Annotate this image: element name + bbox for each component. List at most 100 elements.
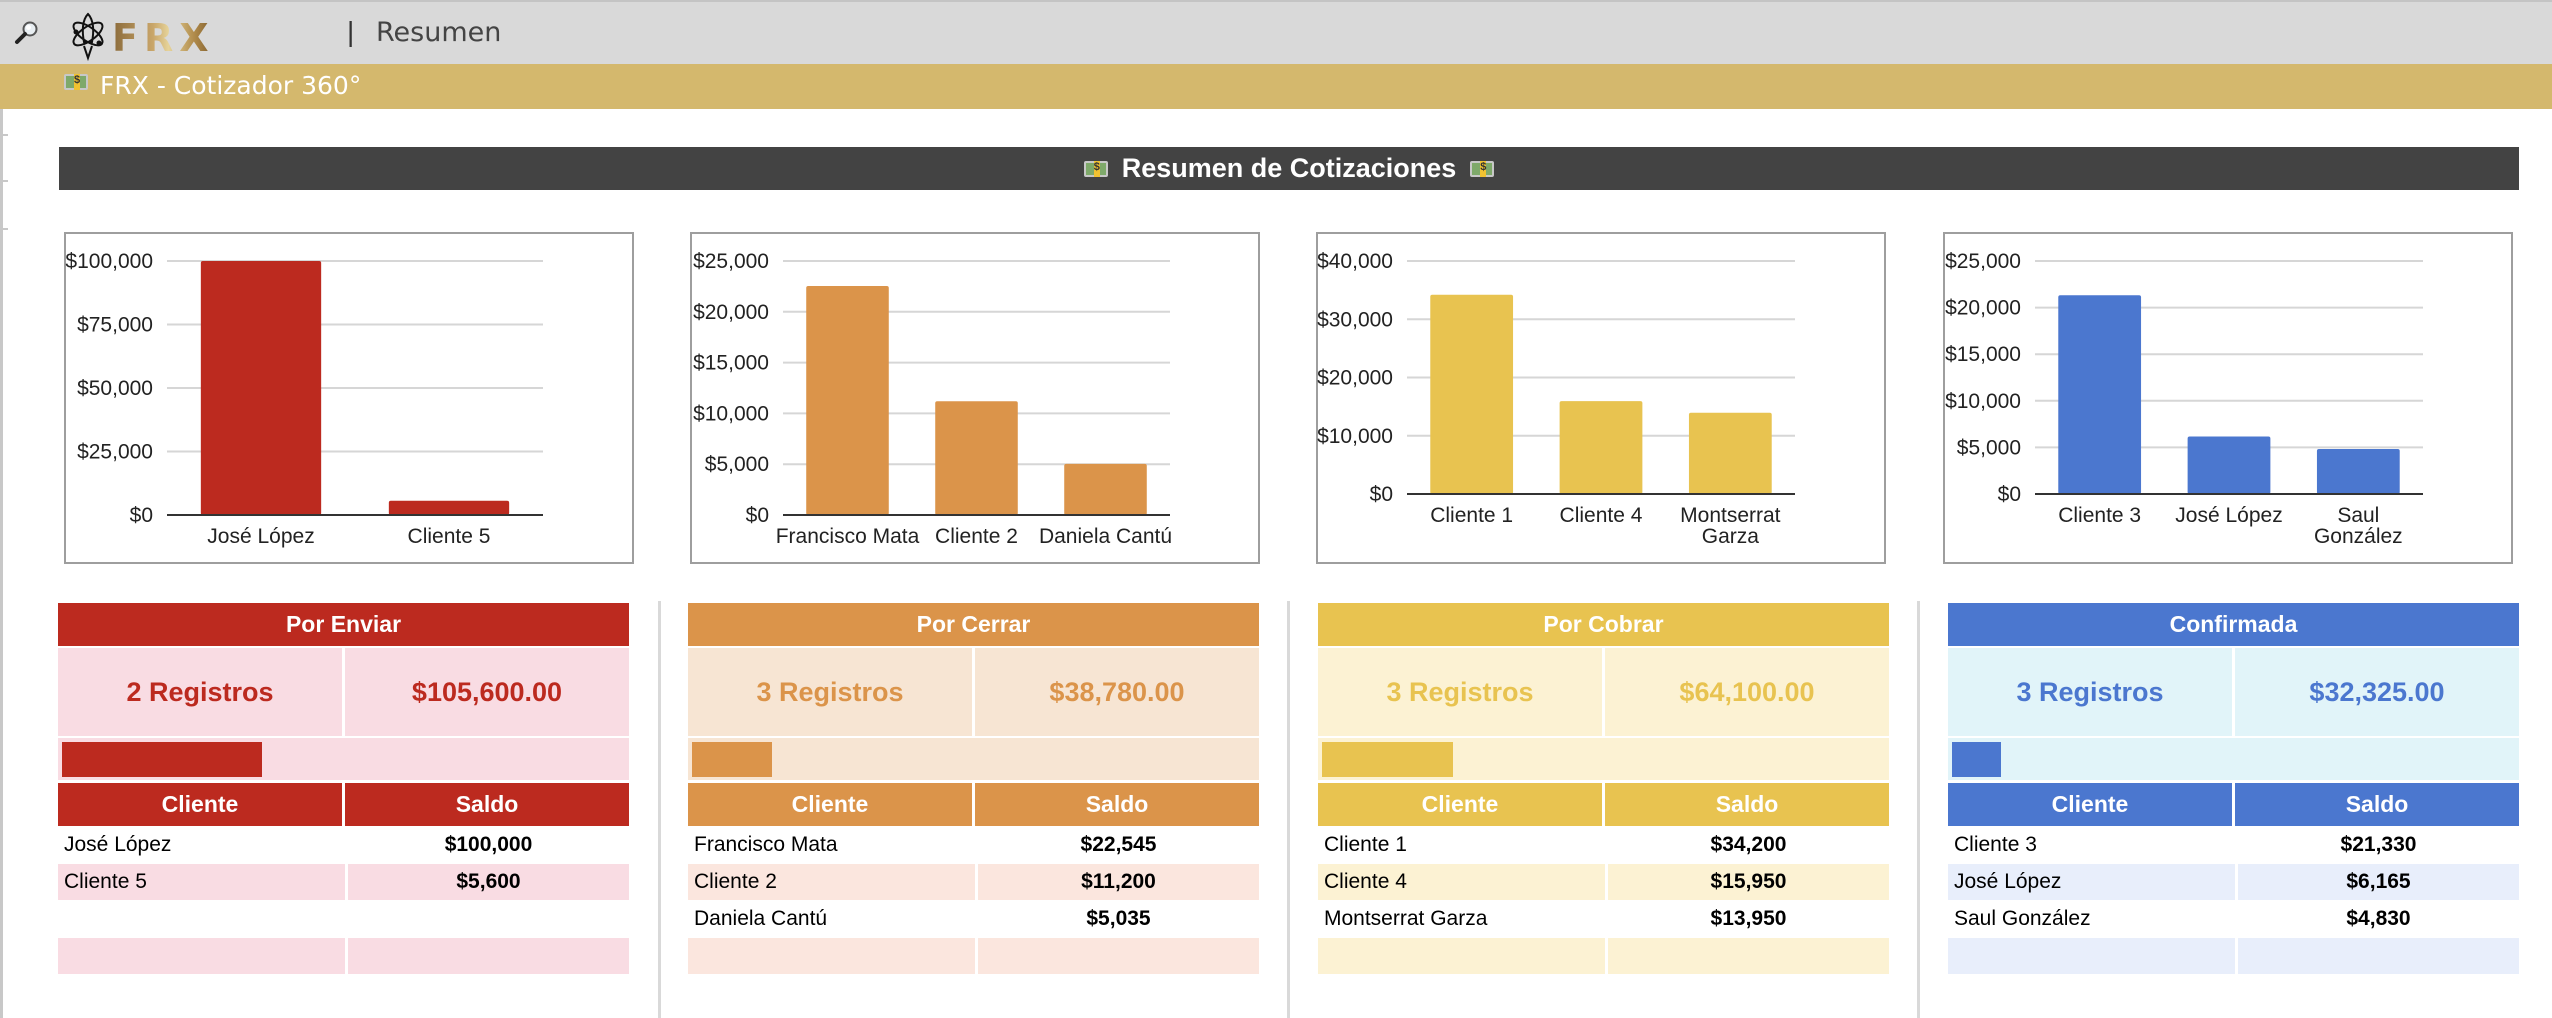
column-header-cliente[interactable]: Cliente xyxy=(1318,783,1602,826)
chart-por-enviar[interactable]: $0 $25,000 $50,000 $75,000 $100,000 José Lópe… xyxy=(64,232,634,564)
cell-saldo: $13,950 xyxy=(1608,901,1889,937)
table-row[interactable]: Cliente 2 $11,200 xyxy=(688,864,1259,900)
cell-cliente xyxy=(58,901,345,937)
table-row[interactable]: Daniela Cantú $5,035 xyxy=(688,901,1259,937)
column-header-saldo[interactable]: Saldo xyxy=(975,783,1259,826)
y-tick-label: $25,000 xyxy=(693,250,769,273)
gutter-tick xyxy=(0,134,8,136)
table-row[interactable] xyxy=(58,901,629,937)
bar[interactable] xyxy=(2316,448,2400,494)
bar-chart-svg: $0 $25,000 $50,000 $75,000 $100,000 José Lópe… xyxy=(65,250,543,548)
y-tick-label: $75,000 xyxy=(77,314,153,337)
page-title: Resumen xyxy=(376,17,502,48)
table-row[interactable]: Francisco Mata $22,545 xyxy=(688,827,1259,863)
table-row[interactable]: Cliente 5 $5,600 xyxy=(58,864,629,900)
table-row[interactable] xyxy=(688,938,1259,974)
x-tick-label: Cliente 4 xyxy=(1560,504,1643,527)
cell-cliente: José López xyxy=(58,827,345,863)
panel-stats: 3 Registros $38,780.00 xyxy=(688,648,1259,736)
table-row[interactable]: Saul González $4,830 xyxy=(1948,901,2519,937)
total-amount: $64,100.00 xyxy=(1605,648,1889,736)
table-row[interactable] xyxy=(1948,938,2519,974)
cell-saldo xyxy=(348,901,629,937)
total-amount: $32,325.00 xyxy=(2235,648,2519,736)
bar[interactable] xyxy=(2187,436,2271,494)
cell-cliente: José López xyxy=(1948,864,2235,900)
chart-por-cerrar[interactable]: $0 $5,000 $10,000 $15,000 $20,000 $25,000 Fran… xyxy=(690,232,1260,564)
x-tick-label: José López xyxy=(2175,504,2282,527)
column-header-saldo[interactable]: Saldo xyxy=(345,783,629,826)
y-tick-label: $100,000 xyxy=(65,250,153,273)
panel-confirmada: Confirmada 3 Registros $32,325.00 Client… xyxy=(1948,603,2519,974)
frx-logo-icon xyxy=(72,12,104,62)
chart-confirmada[interactable]: $0 $5,000 $10,000 $15,000 $20,000 $25,000 Clie… xyxy=(1943,232,2513,564)
y-tick-label: $10,000 xyxy=(1945,390,2021,413)
cell-saldo: $4,830 xyxy=(2238,901,2519,937)
cell-saldo: $22,545 xyxy=(978,827,1259,863)
bar[interactable] xyxy=(1559,401,1643,494)
cell-saldo xyxy=(2238,938,2519,974)
money-bill-icon xyxy=(64,74,88,90)
table-row[interactable] xyxy=(1318,938,1889,974)
banner-title: Resumen de Cotizaciones xyxy=(1121,153,1457,183)
panel-por-cobrar: Por Cobrar 3 Registros $64,100.00 Client… xyxy=(1318,603,1889,974)
total-amount: $105,600.00 xyxy=(345,648,629,736)
logo-text: FRX xyxy=(112,16,215,60)
column-header-cliente[interactable]: Cliente xyxy=(688,783,972,826)
bar[interactable] xyxy=(806,285,889,515)
bar[interactable] xyxy=(388,500,510,515)
y-tick-label: $50,000 xyxy=(77,377,153,400)
summary-banner: Resumen de Cotizaciones xyxy=(59,147,2519,190)
panel-title: Por Cerrar xyxy=(688,603,1259,646)
table-row[interactable]: Cliente 3 $21,330 xyxy=(1948,827,2519,863)
breadcrumb-separator: | xyxy=(347,16,355,47)
table-row[interactable]: Cliente 1 $34,200 xyxy=(1318,827,1889,863)
column-header-cliente[interactable]: Cliente xyxy=(1948,783,2232,826)
panel-por-cerrar: Por Cerrar 3 Registros $38,780.00 Client… xyxy=(688,603,1259,974)
cell-cliente xyxy=(1948,938,2235,974)
bar[interactable] xyxy=(1064,463,1147,515)
cell-saldo: $15,950 xyxy=(1608,864,1889,900)
chart-por-cobrar[interactable]: $0 $10,000 $20,000 $30,000 $40,000 Cliente 1 C… xyxy=(1316,232,1886,564)
y-tick-label: $25,000 xyxy=(1945,250,2021,273)
column-header-saldo[interactable]: Saldo xyxy=(2235,783,2519,826)
bar[interactable] xyxy=(2058,295,2142,494)
y-tick-label: $20,000 xyxy=(1317,367,1393,390)
table-header: Cliente Saldo xyxy=(688,783,1259,826)
cell-cliente xyxy=(688,938,975,974)
column-header-saldo[interactable]: Saldo xyxy=(1605,783,1889,826)
x-tick-label: Montserrat Garza xyxy=(1680,504,1781,548)
row-gutter xyxy=(0,109,3,1018)
bar-chart-svg: $0 $10,000 $20,000 $30,000 $40,000 Cliente 1 C… xyxy=(1317,250,1795,548)
column-divider xyxy=(1917,601,1920,1018)
cell-saldo: $5,600 xyxy=(348,864,629,900)
bar-chart-svg: $0 $5,000 $10,000 $15,000 $20,000 $25,000 Fran… xyxy=(693,250,1172,548)
cell-cliente: Cliente 2 xyxy=(688,864,975,900)
cell-cliente: Saul González xyxy=(1948,901,2235,937)
x-tick-label: Cliente 1 xyxy=(1430,504,1513,527)
bar[interactable] xyxy=(1430,294,1514,494)
progress-fill xyxy=(1952,742,2001,777)
cell-saldo: $34,200 xyxy=(1608,827,1889,863)
money-bill-icon xyxy=(1083,160,1108,177)
panel-title: Confirmada xyxy=(1948,603,2519,646)
table-row[interactable]: José López $6,165 xyxy=(1948,864,2519,900)
app-title: FRX - Cotizador 360° xyxy=(100,71,362,100)
y-tick-label: $30,000 xyxy=(1317,308,1393,331)
cell-saldo xyxy=(1608,938,1889,974)
column-header-cliente[interactable]: Cliente xyxy=(58,783,342,826)
table-row[interactable]: José López $100,000 xyxy=(58,827,629,863)
magnifier-icon[interactable] xyxy=(14,20,40,46)
bar[interactable] xyxy=(200,261,322,515)
table-row[interactable] xyxy=(58,938,629,974)
table-row[interactable]: Montserrat Garza $13,950 xyxy=(1318,901,1889,937)
bar[interactable] xyxy=(1688,412,1772,494)
x-tick-line: Saul xyxy=(2337,504,2379,527)
y-tick-label: $0 xyxy=(1998,483,2021,506)
y-tick-label: $0 xyxy=(1370,483,1393,506)
bar[interactable] xyxy=(935,401,1018,515)
cell-saldo: $100,000 xyxy=(348,827,629,863)
x-tick-label: Saul González xyxy=(2314,504,2403,548)
cell-saldo: $6,165 xyxy=(2238,864,2519,900)
table-row[interactable]: Cliente 4 $15,950 xyxy=(1318,864,1889,900)
